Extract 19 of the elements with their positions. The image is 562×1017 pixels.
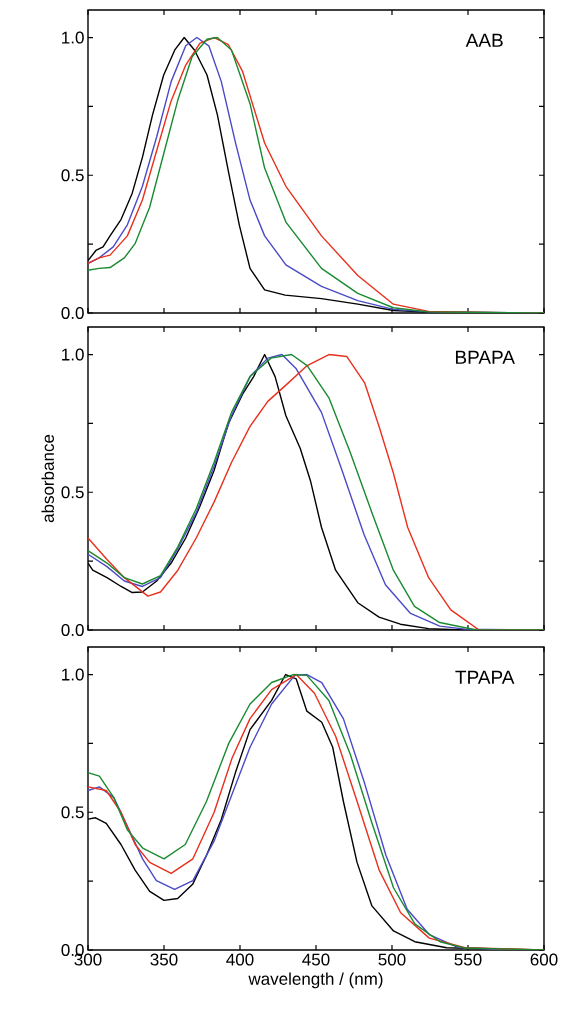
text: TPAPA [455, 670, 515, 684]
x-tick-label: 450 [302, 953, 330, 966]
y-tick-label: 0.5 [61, 486, 84, 499]
y-tick-label: 0.0 [61, 623, 84, 637]
x-tick-label: 350 [150, 953, 178, 966]
y-tick-label: 1.0 [62, 668, 84, 681]
x-axis-title: wavelength / (nm) [248, 972, 383, 989]
x-tick-label: 550 [454, 953, 482, 966]
x-tick-label: 600 [530, 953, 558, 966]
x-tick-label: 400 [226, 953, 254, 966]
y-tick-label: 0.5 [61, 169, 84, 182]
y-tick-label: 0.0 [61, 306, 84, 320]
text: BPAPA [455, 350, 515, 364]
text: AAB [465, 33, 503, 47]
y-tick-label: 1.0 [62, 348, 84, 361]
y-axis-title: absorbance [41, 434, 54, 523]
y-tick-label: 1.0 [62, 31, 84, 44]
y-tick-label: 0.5 [61, 806, 84, 819]
x-tick-label: 500 [378, 953, 406, 966]
